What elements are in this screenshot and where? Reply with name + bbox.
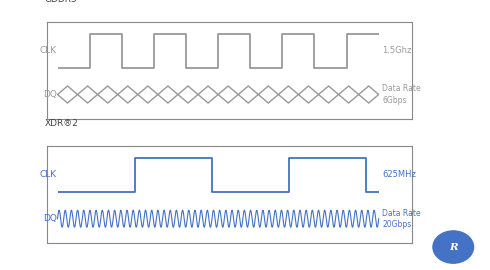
Text: 625MHz: 625MHz xyxy=(382,170,416,180)
Text: DQ: DQ xyxy=(43,90,57,99)
Circle shape xyxy=(433,231,473,263)
Text: CLK: CLK xyxy=(40,46,57,55)
Text: GDDR5: GDDR5 xyxy=(45,0,77,4)
Text: DQ: DQ xyxy=(43,214,57,223)
Text: CLK: CLK xyxy=(40,170,57,180)
Text: XDR®2: XDR®2 xyxy=(45,119,78,128)
Text: 1.5Ghz: 1.5Ghz xyxy=(382,46,412,55)
Text: R: R xyxy=(449,242,458,252)
Text: Data Rate
6Gbps: Data Rate 6Gbps xyxy=(382,85,421,104)
Text: Data Rate
20Gbps: Data Rate 20Gbps xyxy=(382,209,421,229)
